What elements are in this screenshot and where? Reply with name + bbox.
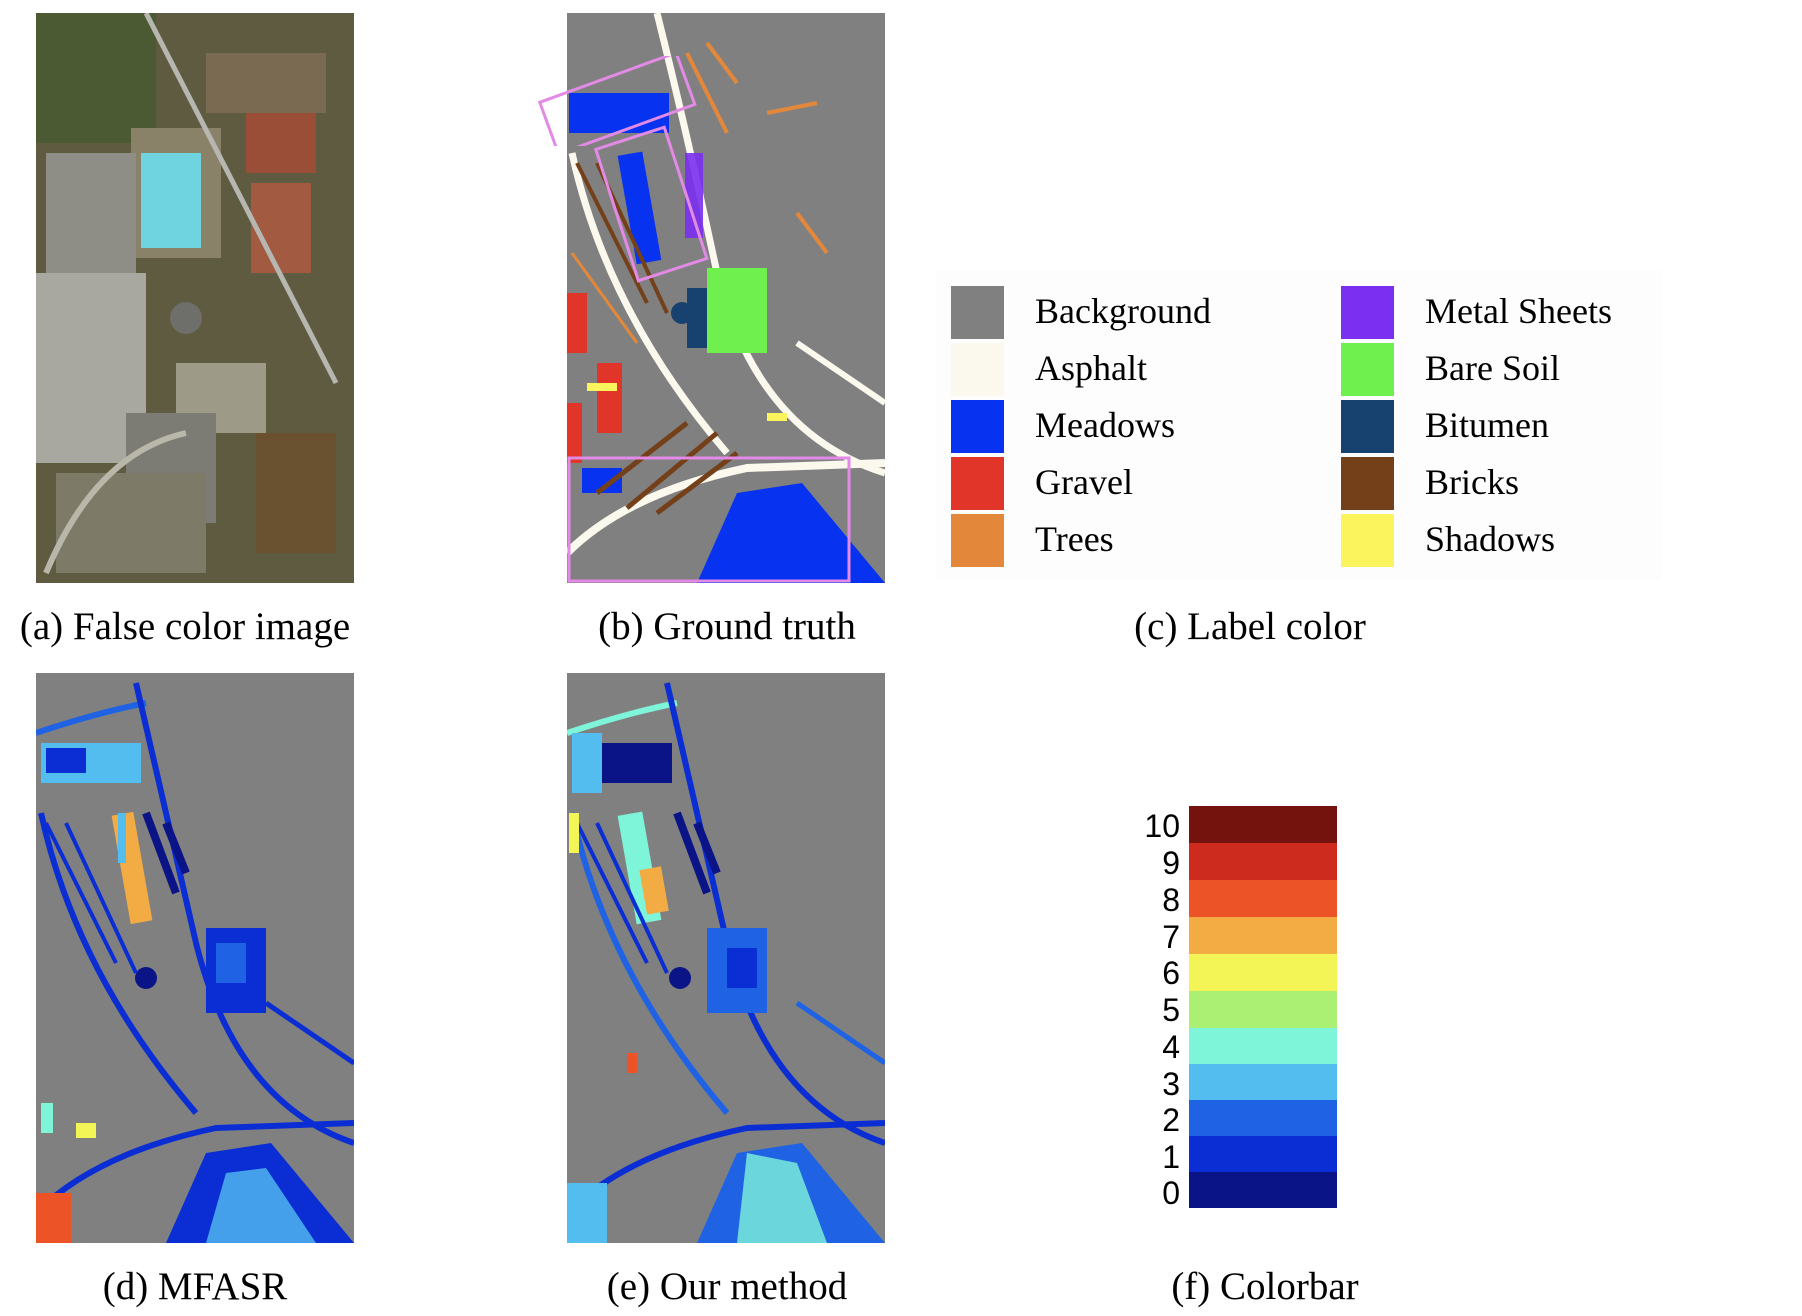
mfasr-error-map — [36, 673, 354, 1243]
caption-b: (b) Ground truth — [598, 605, 856, 648]
colorbar-tick: 1 — [1162, 1139, 1180, 1175]
colorbar-tick: 3 — [1162, 1066, 1180, 1102]
colorbar-tick: 5 — [1162, 992, 1180, 1028]
colorbar-tick: 6 — [1162, 955, 1180, 991]
colorbar-segment — [1189, 843, 1337, 880]
caption-a: (a) False color image — [19, 605, 351, 648]
legend-swatch — [1341, 457, 1394, 510]
legend-label: Shadows — [1425, 519, 1556, 559]
colorbar-tick: 4 — [1162, 1029, 1180, 1065]
legend-label: Bare Soil — [1425, 348, 1560, 388]
colorbar-tick: 2 — [1162, 1102, 1180, 1138]
legend-swatch — [951, 400, 1004, 453]
caption-f: (f) Colorbar — [1171, 1265, 1359, 1308]
colorbar-tick: 9 — [1162, 845, 1180, 881]
legend-label: Bitumen — [1425, 405, 1549, 445]
colorbar — [1189, 806, 1337, 1208]
colorbar-segment — [1189, 880, 1337, 917]
legend-label: Gravel — [1035, 462, 1133, 502]
legend-swatch — [951, 514, 1004, 567]
legend-swatch — [1341, 400, 1394, 453]
legend-label: Metal Sheets — [1425, 291, 1612, 331]
legend-swatch — [951, 343, 1004, 396]
legend-label: Bricks — [1425, 462, 1519, 502]
our-method-error-map — [567, 673, 885, 1243]
colorbar-segment — [1189, 991, 1337, 1028]
legend-swatch — [951, 286, 1004, 339]
colorbar-tick: 0 — [1162, 1175, 1180, 1211]
caption-c: (c) Label color — [1134, 605, 1366, 648]
caption-d: (d) MFASR — [102, 1265, 288, 1308]
colorbar-segment — [1189, 917, 1337, 954]
legend-label: Trees — [1035, 519, 1114, 559]
legend-swatch — [1341, 286, 1394, 339]
colorbar-tick: 10 — [1144, 808, 1180, 844]
legend-swatch — [1341, 514, 1394, 567]
label-color-legend: Background Asphalt Meadows Gravel Trees … — [936, 270, 1661, 580]
colorbar-segment — [1189, 806, 1337, 843]
false-color-image — [36, 13, 354, 583]
colorbar-segment — [1189, 1172, 1337, 1208]
colorbar-segment — [1189, 1028, 1337, 1064]
colorbar-segment — [1189, 1064, 1337, 1100]
ground-truth-map — [567, 13, 885, 583]
legend-label: Meadows — [1035, 405, 1175, 445]
legend-swatch — [951, 457, 1004, 510]
colorbar-tick: 8 — [1162, 882, 1180, 918]
legend-swatch — [1341, 343, 1394, 396]
caption-e: (e) Our method — [606, 1265, 848, 1308]
legend-label: Background — [1035, 291, 1211, 331]
colorbar-tick: 7 — [1162, 919, 1180, 955]
colorbar-segment — [1189, 1100, 1337, 1136]
colorbar-segment — [1189, 1136, 1337, 1172]
legend-label: Asphalt — [1035, 348, 1147, 388]
colorbar-segment — [1189, 954, 1337, 991]
highlight-box-top — [537, 56, 697, 146]
